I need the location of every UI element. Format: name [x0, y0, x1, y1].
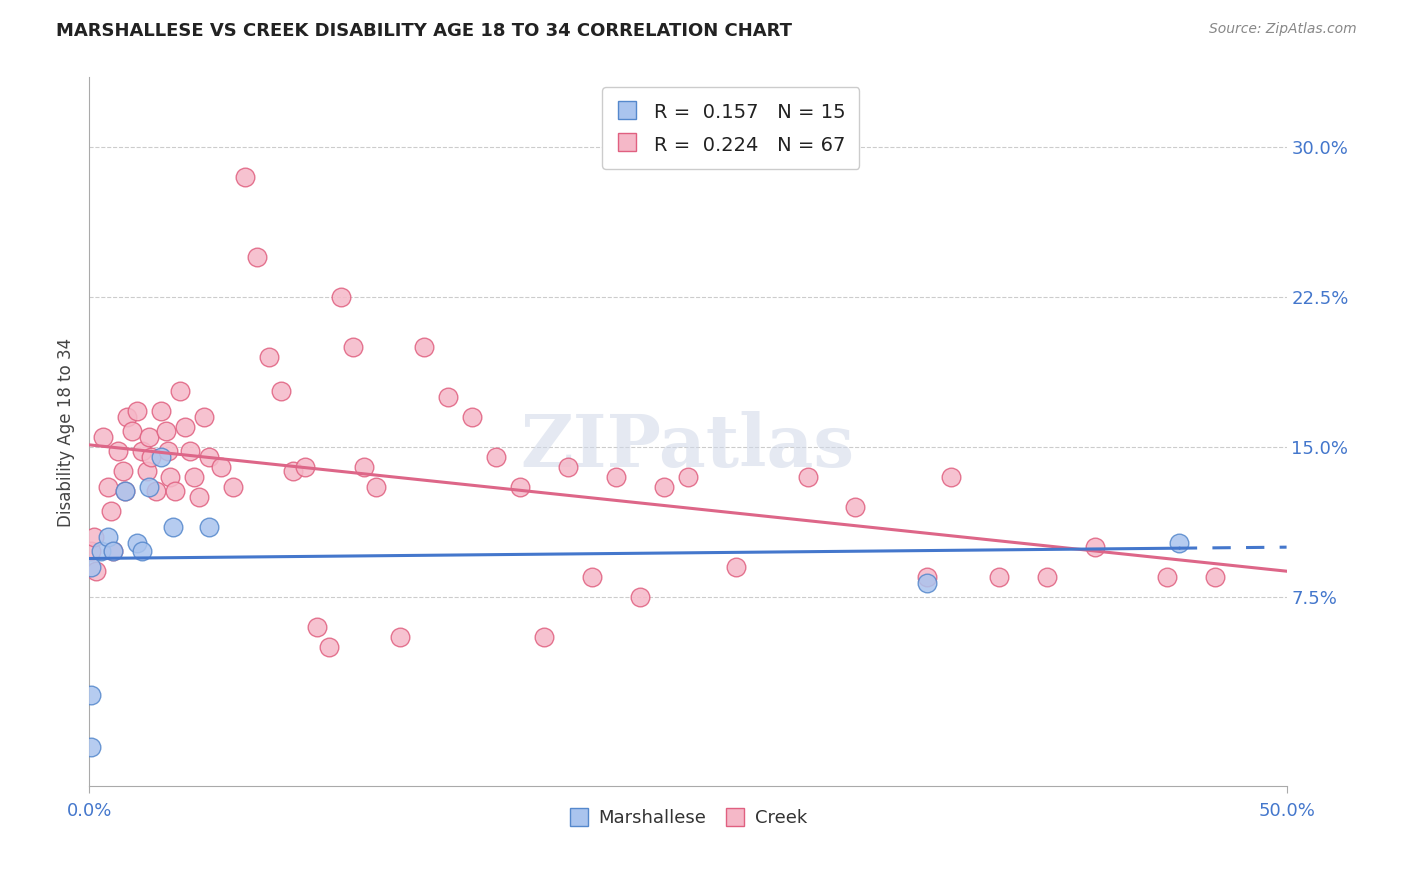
Point — [157, 444, 180, 458]
Point — [84, 564, 107, 578]
Point — [90, 543, 112, 558]
Point — [159, 470, 181, 484]
Point — [281, 464, 304, 478]
Point — [198, 520, 221, 534]
Point — [198, 450, 221, 464]
Point — [917, 570, 939, 584]
Point — [193, 409, 215, 424]
Legend: Marshallese, Creek: Marshallese, Creek — [561, 802, 815, 834]
Point — [533, 630, 555, 644]
Point — [318, 640, 340, 654]
Point — [111, 464, 134, 478]
Point — [141, 450, 163, 464]
Point — [162, 520, 184, 534]
Point — [80, 543, 103, 558]
Point — [413, 340, 436, 354]
Point — [257, 350, 280, 364]
Point — [138, 480, 160, 494]
Point — [1204, 570, 1226, 584]
Point — [100, 504, 122, 518]
Point — [366, 480, 388, 494]
Point — [114, 483, 136, 498]
Point — [796, 470, 818, 484]
Point — [353, 459, 375, 474]
Point — [125, 404, 148, 418]
Point — [183, 470, 205, 484]
Point — [342, 340, 364, 354]
Point — [121, 424, 143, 438]
Point — [485, 450, 508, 464]
Point — [389, 630, 412, 644]
Point — [305, 620, 328, 634]
Point — [173, 420, 195, 434]
Point — [329, 290, 352, 304]
Point — [1167, 536, 1189, 550]
Text: ZIPatlas: ZIPatlas — [520, 410, 855, 482]
Point — [188, 490, 211, 504]
Point — [138, 430, 160, 444]
Text: MARSHALLESE VS CREEK DISABILITY AGE 18 TO 34 CORRELATION CHART: MARSHALLESE VS CREEK DISABILITY AGE 18 T… — [56, 22, 792, 40]
Y-axis label: Disability Age 18 to 34: Disability Age 18 to 34 — [58, 337, 75, 526]
Point — [222, 480, 245, 494]
Point — [209, 459, 232, 474]
Point — [270, 384, 292, 398]
Point — [652, 480, 675, 494]
Point — [917, 575, 939, 590]
Point — [80, 688, 103, 702]
Point — [676, 470, 699, 484]
Point — [1036, 570, 1059, 584]
Point — [83, 530, 105, 544]
Point — [1084, 540, 1107, 554]
Text: Source: ZipAtlas.com: Source: ZipAtlas.com — [1209, 22, 1357, 37]
Point — [145, 483, 167, 498]
Point — [93, 430, 115, 444]
Point — [135, 464, 157, 478]
Point — [80, 559, 103, 574]
Point — [80, 739, 103, 754]
Point — [149, 450, 172, 464]
Point — [179, 444, 201, 458]
Point — [437, 390, 460, 404]
Point — [165, 483, 187, 498]
Point — [1156, 570, 1178, 584]
Point — [125, 536, 148, 550]
Point — [941, 470, 963, 484]
Point — [97, 480, 120, 494]
Point — [131, 444, 153, 458]
Point — [988, 570, 1011, 584]
Point — [509, 480, 531, 494]
Point — [233, 170, 256, 185]
Point — [246, 250, 269, 264]
Point — [101, 543, 124, 558]
Point — [117, 409, 139, 424]
Point — [628, 590, 651, 604]
Point — [114, 483, 136, 498]
Point — [155, 424, 177, 438]
Point — [97, 530, 120, 544]
Point — [107, 444, 129, 458]
Point — [169, 384, 191, 398]
Point — [581, 570, 603, 584]
Point — [724, 559, 747, 574]
Point — [294, 459, 316, 474]
Point — [844, 500, 866, 514]
Point — [461, 409, 484, 424]
Point — [149, 404, 172, 418]
Point — [131, 543, 153, 558]
Point — [605, 470, 627, 484]
Point — [101, 543, 124, 558]
Point — [557, 459, 579, 474]
